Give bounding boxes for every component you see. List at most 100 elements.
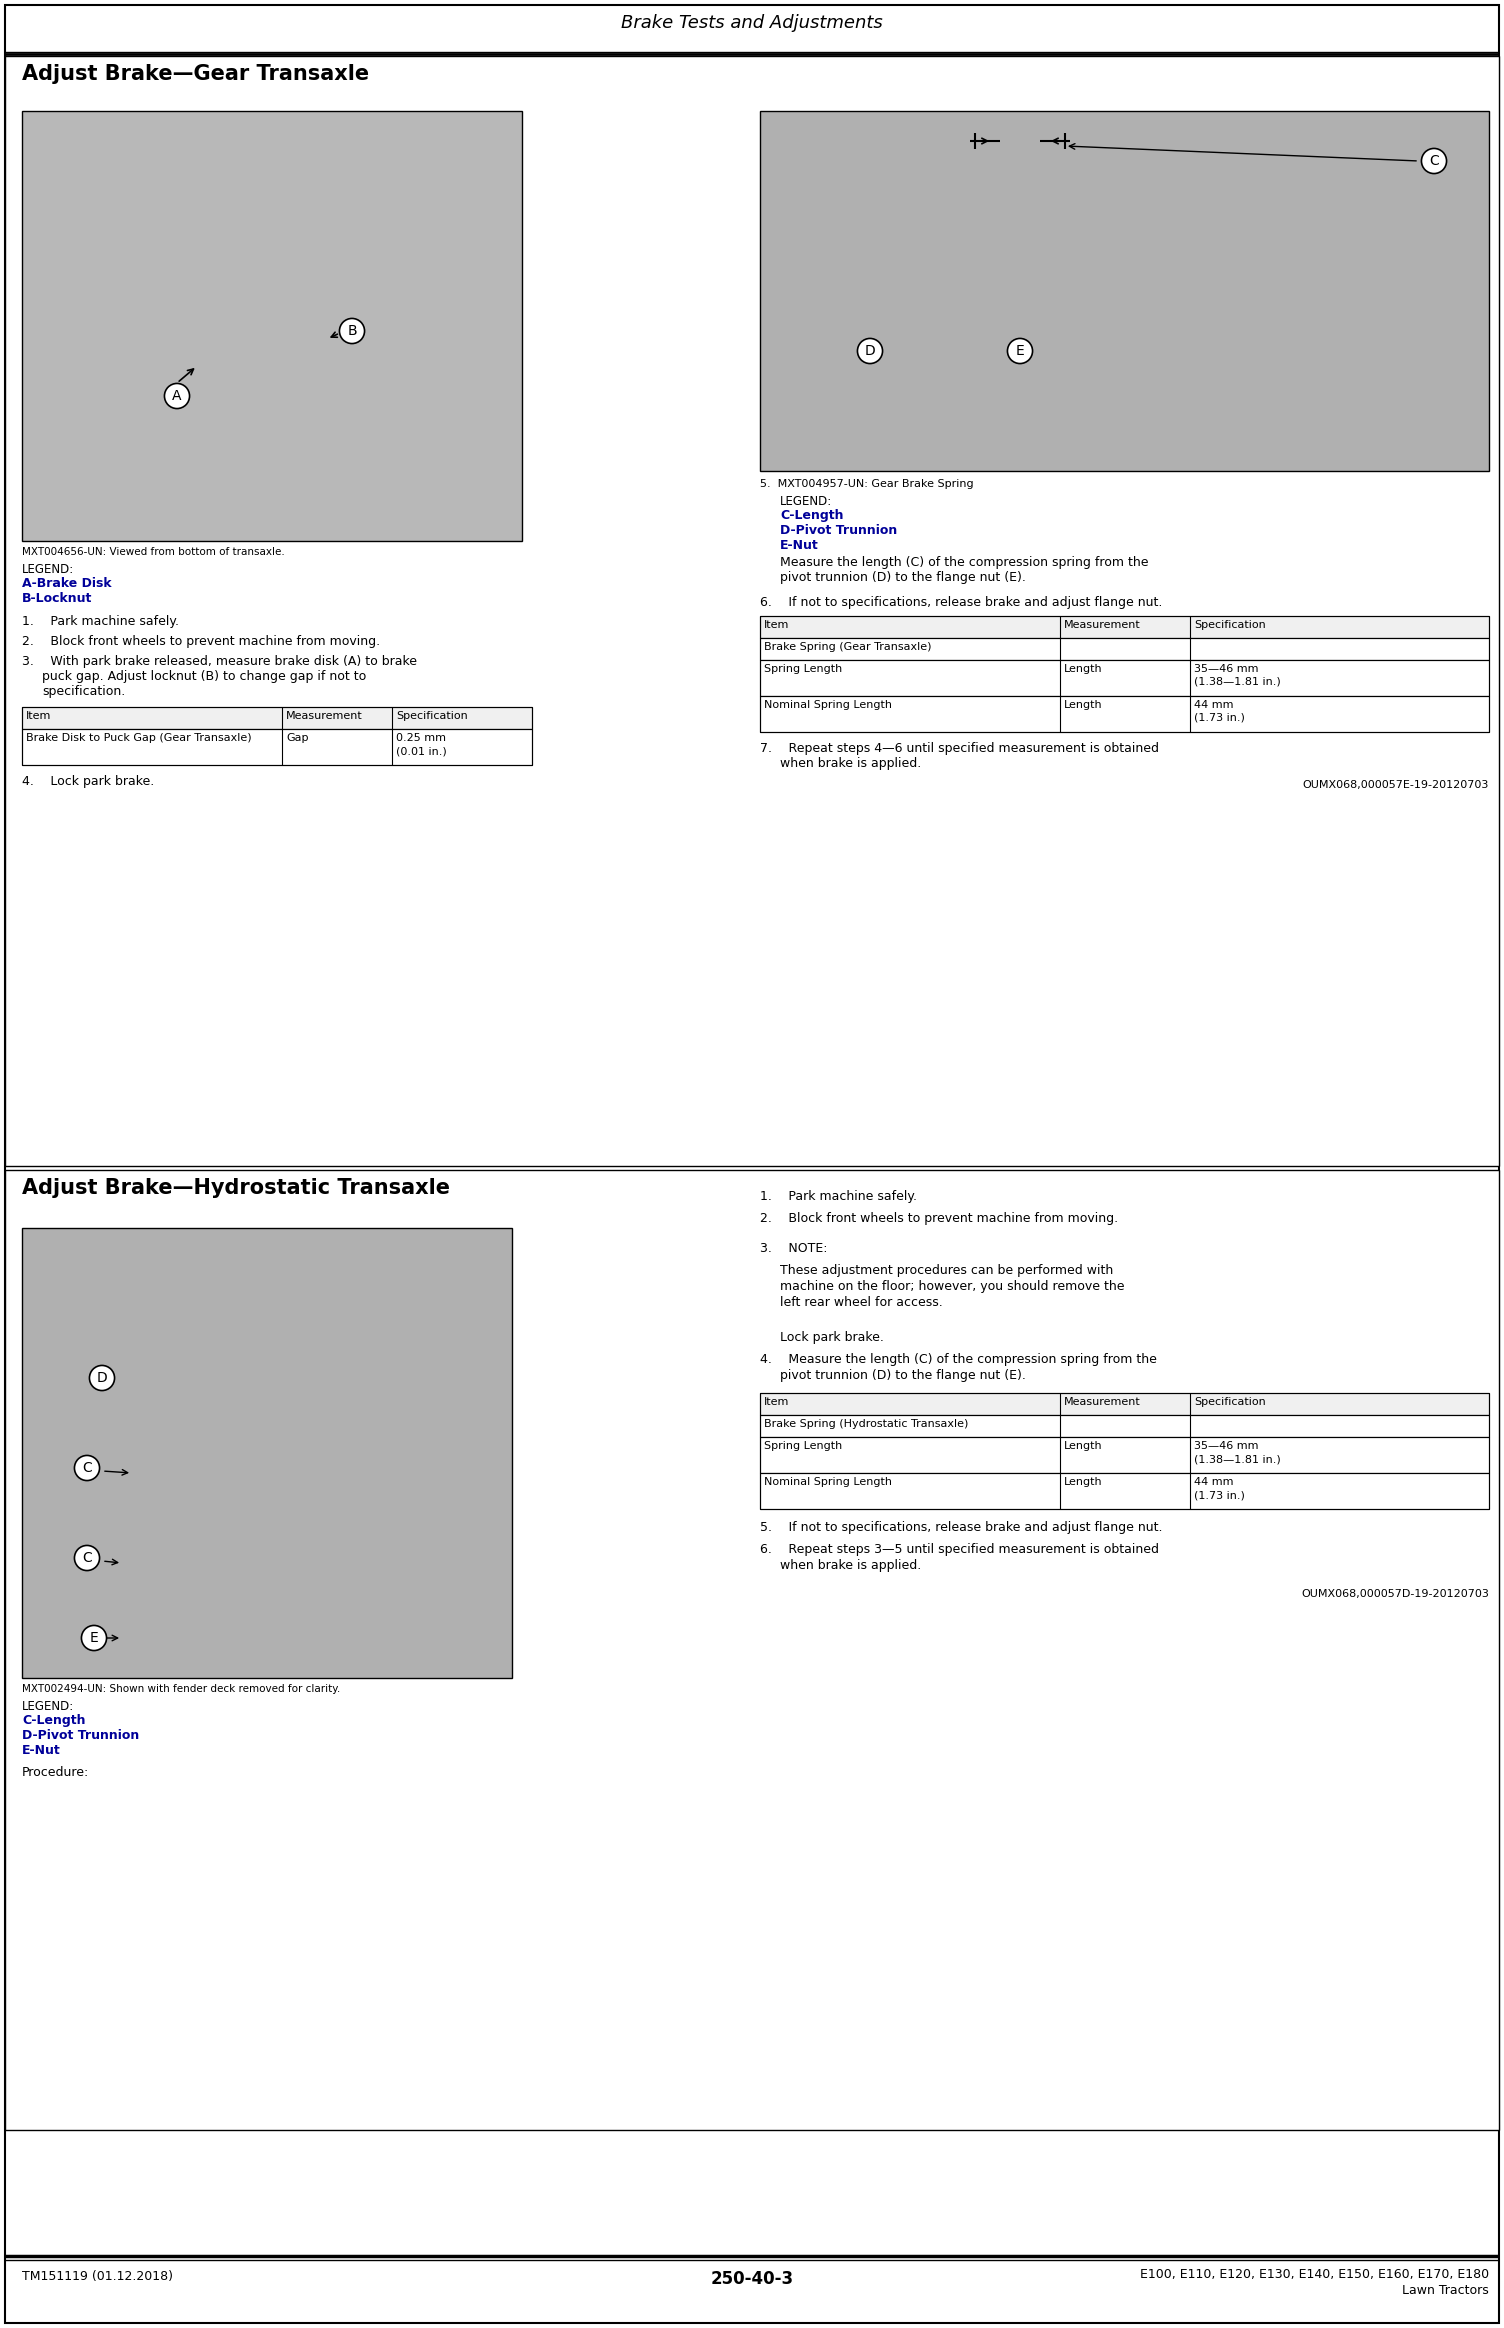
Text: TM151119 (01.12.2018): TM151119 (01.12.2018) (23, 2270, 173, 2284)
Text: Gap: Gap (286, 733, 308, 743)
Text: 5.  If not to specifications, release brake and adjust flange nut.: 5. If not to specifications, release bra… (760, 1520, 1163, 1534)
Text: 250-40-3: 250-40-3 (710, 2270, 794, 2288)
Text: 2.  Block front wheels to prevent machine from moving.: 2. Block front wheels to prevent machine… (760, 1213, 1117, 1225)
Text: when brake is applied.: when brake is applied. (781, 1560, 922, 1571)
Text: E-Nut: E-Nut (23, 1744, 60, 1758)
Text: Lock park brake.: Lock park brake. (781, 1332, 884, 1343)
Bar (23, 708, 532, 729)
Text: E100, E110, E120, E130, E140, E150, E160, E170, E180: E100, E110, E120, E130, E140, E150, E160… (1140, 2267, 1489, 2281)
Text: MXT002494-UN: Shown with fender deck removed for clarity.: MXT002494-UN: Shown with fender deck rem… (23, 1683, 340, 1695)
Text: MXT004656-UN: Viewed from bottom of transaxle.: MXT004656-UN: Viewed from bottom of tran… (23, 547, 284, 556)
Text: D: D (96, 1371, 107, 1385)
Text: Spring Length: Spring Length (764, 663, 842, 675)
Text: C-Length: C-Length (23, 1713, 86, 1727)
Bar (760, 1392, 1489, 1415)
Text: B-Locknut: B-Locknut (23, 591, 92, 605)
Text: Length: Length (1063, 663, 1102, 675)
Text: Specification: Specification (396, 710, 468, 722)
Text: Length: Length (1063, 1441, 1102, 1450)
Text: 1.  Park machine safely.: 1. Park machine safely. (760, 1190, 917, 1204)
Bar (23, 112, 522, 540)
Text: pivot trunnion (D) to the flange nut (E).: pivot trunnion (D) to the flange nut (E)… (781, 570, 1026, 584)
Text: LEGEND:: LEGEND: (23, 1699, 74, 1713)
Text: 3.  With park brake released, measure brake disk (A) to brake: 3. With park brake released, measure bra… (23, 654, 417, 668)
Text: pivot trunnion (D) to the flange nut (E).: pivot trunnion (D) to the flange nut (E)… (781, 1369, 1026, 1383)
Text: Item: Item (764, 619, 790, 631)
Text: Nominal Spring Length: Nominal Spring Length (764, 701, 892, 710)
Text: Spring Length: Spring Length (764, 1441, 842, 1450)
Text: C: C (83, 1462, 92, 1476)
Bar (5, 56, 1499, 1166)
Text: (1.38—1.81 in.): (1.38—1.81 in.) (1194, 1455, 1281, 1464)
Text: Brake Spring (Hydrostatic Transaxle): Brake Spring (Hydrostatic Transaxle) (764, 1420, 969, 1429)
Text: Item: Item (26, 710, 51, 722)
Text: when brake is applied.: when brake is applied. (781, 757, 922, 771)
Text: Brake Spring (Gear Transaxle): Brake Spring (Gear Transaxle) (764, 643, 931, 652)
Text: puck gap. Adjust locknut (B) to change gap if not to: puck gap. Adjust locknut (B) to change g… (42, 670, 367, 682)
Bar (760, 1415, 1489, 1436)
Text: Specification: Specification (1194, 619, 1266, 631)
Text: 4.  Lock park brake.: 4. Lock park brake. (23, 775, 155, 787)
Text: OUMX068,000057E-19-20120703: OUMX068,000057E-19-20120703 (1302, 780, 1489, 789)
Text: 2.  Block front wheels to prevent machine from moving.: 2. Block front wheels to prevent machine… (23, 636, 381, 647)
Bar (760, 638, 1489, 661)
Text: D: D (865, 345, 875, 359)
Text: 7.  Repeat steps 4—6 until specified measurement is obtained: 7. Repeat steps 4—6 until specified meas… (760, 743, 1160, 754)
Text: (1.73 in.): (1.73 in.) (1194, 1490, 1245, 1499)
Text: (1.38—1.81 in.): (1.38—1.81 in.) (1194, 677, 1281, 687)
Text: 4.  Measure the length (C) of the compression spring from the: 4. Measure the length (C) of the compres… (760, 1353, 1157, 1367)
Text: left rear wheel for access.: left rear wheel for access. (781, 1297, 943, 1308)
Bar (5, 1171, 1499, 2130)
Text: 6.  If not to specifications, release brake and adjust flange nut.: 6. If not to specifications, release bra… (760, 596, 1163, 610)
Text: C: C (83, 1550, 92, 1564)
Text: Brake Tests and Adjustments: Brake Tests and Adjustments (621, 14, 883, 33)
Text: Adjust Brake—Hydrostatic Transaxle: Adjust Brake—Hydrostatic Transaxle (23, 1178, 450, 1199)
Text: E: E (90, 1632, 98, 1646)
Bar (760, 617, 1489, 638)
Text: Measure the length (C) of the compression spring from the: Measure the length (C) of the compressio… (781, 556, 1149, 568)
Bar (23, 729, 532, 766)
Bar (760, 696, 1489, 731)
Bar (760, 1436, 1489, 1474)
Text: A: A (173, 389, 182, 403)
Text: Measurement: Measurement (1063, 619, 1140, 631)
Text: Length: Length (1063, 701, 1102, 710)
Text: E: E (1015, 345, 1024, 359)
Text: Length: Length (1063, 1476, 1102, 1488)
Text: specification.: specification. (42, 684, 125, 698)
Text: C-Length: C-Length (781, 510, 844, 521)
Text: Lawn Tractors: Lawn Tractors (1402, 2284, 1489, 2298)
Text: 35—46 mm: 35—46 mm (1194, 663, 1259, 675)
Text: B: B (347, 324, 356, 338)
Text: E-Nut: E-Nut (781, 540, 818, 552)
Text: Adjust Brake—Gear Transaxle: Adjust Brake—Gear Transaxle (23, 63, 368, 84)
Text: 0.25 mm: 0.25 mm (396, 733, 447, 743)
Text: Specification: Specification (1194, 1397, 1266, 1406)
Text: Brake Disk to Puck Gap (Gear Transaxle): Brake Disk to Puck Gap (Gear Transaxle) (26, 733, 251, 743)
Text: Measurement: Measurement (286, 710, 362, 722)
Text: C: C (1429, 154, 1439, 168)
Text: 35—46 mm: 35—46 mm (1194, 1441, 1259, 1450)
Text: LEGEND:: LEGEND: (781, 496, 832, 508)
Text: OUMX068,000057D-19-20120703: OUMX068,000057D-19-20120703 (1301, 1590, 1489, 1599)
Text: 5.  MXT004957-UN: Gear Brake Spring: 5. MXT004957-UN: Gear Brake Spring (760, 480, 973, 489)
Text: 1.  Park machine safely.: 1. Park machine safely. (23, 615, 179, 629)
Bar (760, 661, 1489, 696)
Text: Measurement: Measurement (1063, 1397, 1140, 1406)
Text: (1.73 in.): (1.73 in.) (1194, 712, 1245, 724)
Text: LEGEND:: LEGEND: (23, 563, 74, 575)
Text: A-Brake Disk: A-Brake Disk (23, 577, 111, 589)
Text: Procedure:: Procedure: (23, 1767, 89, 1779)
Text: 44 mm: 44 mm (1194, 1476, 1233, 1488)
Text: D-Pivot Trunnion: D-Pivot Trunnion (781, 524, 898, 538)
Bar (23, 1227, 511, 1678)
Text: These adjustment procedures can be performed with: These adjustment procedures can be perfo… (781, 1264, 1113, 1278)
Bar (760, 112, 1489, 470)
Text: machine on the floor; however, you should remove the: machine on the floor; however, you shoul… (781, 1280, 1125, 1292)
Text: 6.  Repeat steps 3—5 until specified measurement is obtained: 6. Repeat steps 3—5 until specified meas… (760, 1543, 1160, 1555)
Bar (760, 1474, 1489, 1509)
Text: 3.  NOTE:: 3. NOTE: (760, 1243, 827, 1255)
Text: (0.01 in.): (0.01 in.) (396, 745, 447, 757)
Text: D-Pivot Trunnion: D-Pivot Trunnion (23, 1730, 140, 1741)
Text: Nominal Spring Length: Nominal Spring Length (764, 1476, 892, 1488)
